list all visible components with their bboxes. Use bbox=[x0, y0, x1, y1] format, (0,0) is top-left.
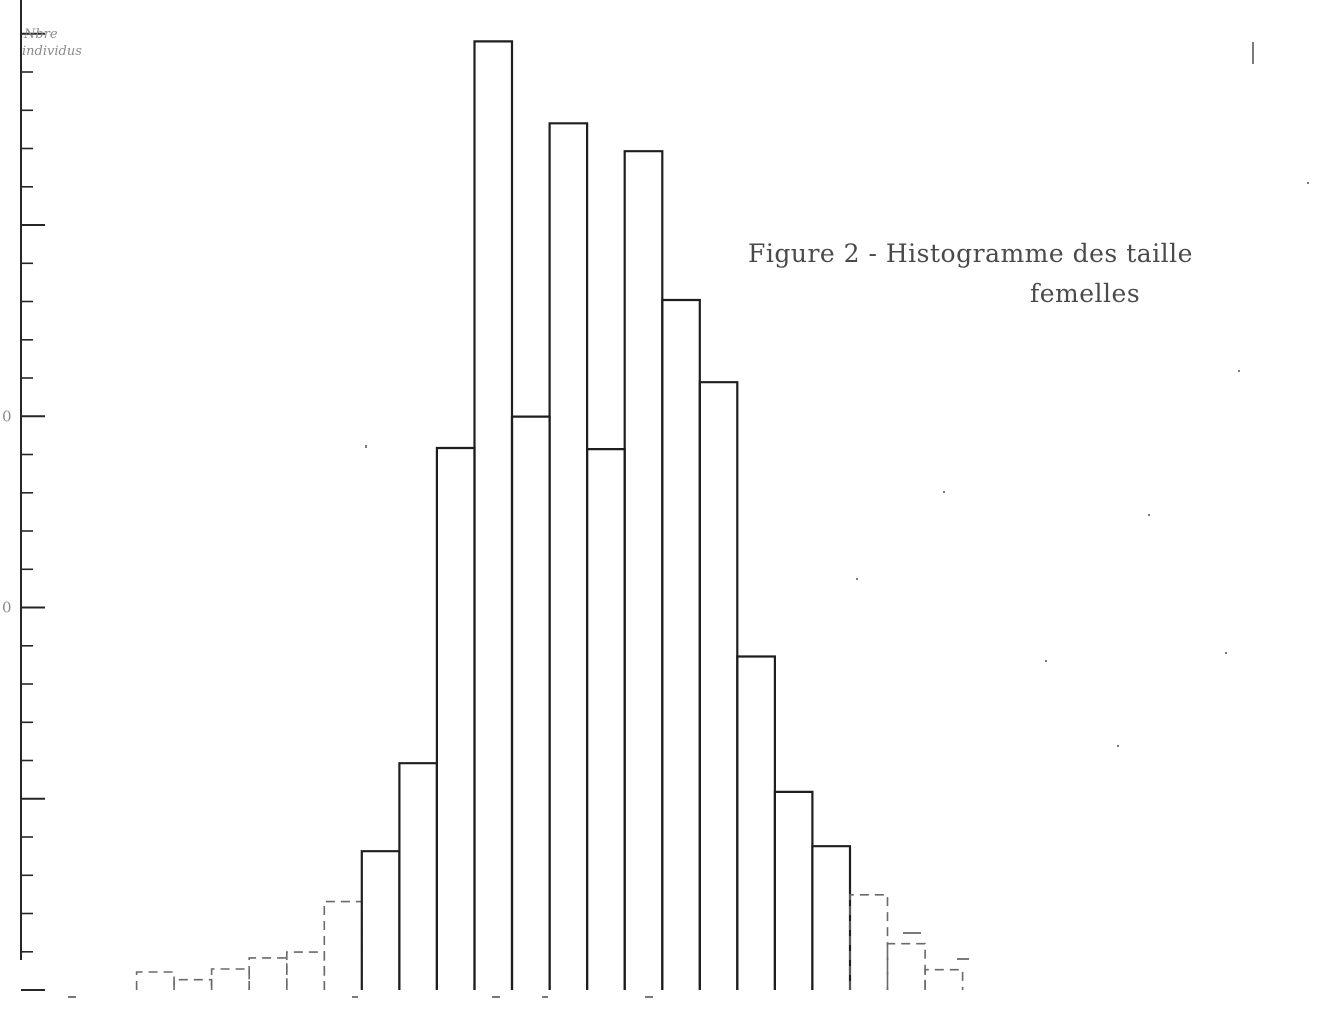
speck bbox=[1252, 42, 1254, 64]
chart-title: Figure 2 - Histogramme des taille bbox=[748, 239, 1193, 268]
speck bbox=[352, 996, 358, 998]
speck bbox=[957, 958, 969, 960]
speck bbox=[645, 996, 653, 998]
histogram-bar bbox=[736, 655, 776, 990]
speck bbox=[542, 996, 548, 998]
chart-subtitle: femelles bbox=[1030, 279, 1140, 308]
histogram-bar bbox=[811, 845, 852, 990]
speck bbox=[492, 996, 500, 998]
histogram-bar bbox=[661, 298, 701, 990]
histogram-bar bbox=[586, 448, 626, 990]
histogram-bar bbox=[210, 968, 250, 990]
histogram-bar bbox=[773, 790, 814, 990]
histogram-bar bbox=[886, 942, 926, 990]
y-axis-label: Nbre individus bbox=[22, 27, 82, 59]
speck bbox=[1307, 182, 1309, 184]
histogram-bar bbox=[286, 951, 326, 990]
speck bbox=[856, 578, 858, 580]
y-axis-label-line-1: Nbre bbox=[23, 27, 58, 42]
histogram-bar bbox=[510, 415, 551, 990]
histogram-bar bbox=[323, 900, 363, 990]
y-axis-tick-label: 0 bbox=[2, 599, 12, 617]
histogram-bar bbox=[548, 122, 589, 990]
speck bbox=[1045, 660, 1047, 662]
speck bbox=[365, 445, 367, 448]
histogram-bar bbox=[435, 446, 476, 990]
y-axis-label-line-2: individus bbox=[22, 44, 82, 59]
histogram-bar bbox=[173, 978, 213, 990]
histogram-bar bbox=[623, 150, 664, 990]
histogram-bar bbox=[924, 968, 964, 990]
speck bbox=[1238, 370, 1240, 372]
y-axis-ticks bbox=[21, 32, 45, 991]
histogram-bar bbox=[248, 957, 288, 990]
scan-specks bbox=[68, 42, 1309, 998]
histogram-bar bbox=[473, 40, 514, 990]
y-axis-tick-labels: 00 bbox=[2, 407, 12, 616]
histogram-bar bbox=[135, 971, 175, 990]
speck bbox=[903, 932, 921, 934]
histogram-bars bbox=[135, 40, 964, 990]
speck bbox=[1148, 514, 1150, 516]
histogram-bar bbox=[849, 894, 889, 990]
histogram-bar bbox=[698, 381, 739, 990]
speck bbox=[1117, 745, 1119, 747]
histogram-bar bbox=[360, 850, 401, 990]
speck bbox=[1225, 652, 1227, 654]
y-axis-tick-label: 0 bbox=[2, 407, 12, 425]
speck bbox=[68, 996, 76, 998]
speck bbox=[943, 491, 945, 493]
histogram-bar bbox=[398, 762, 438, 990]
